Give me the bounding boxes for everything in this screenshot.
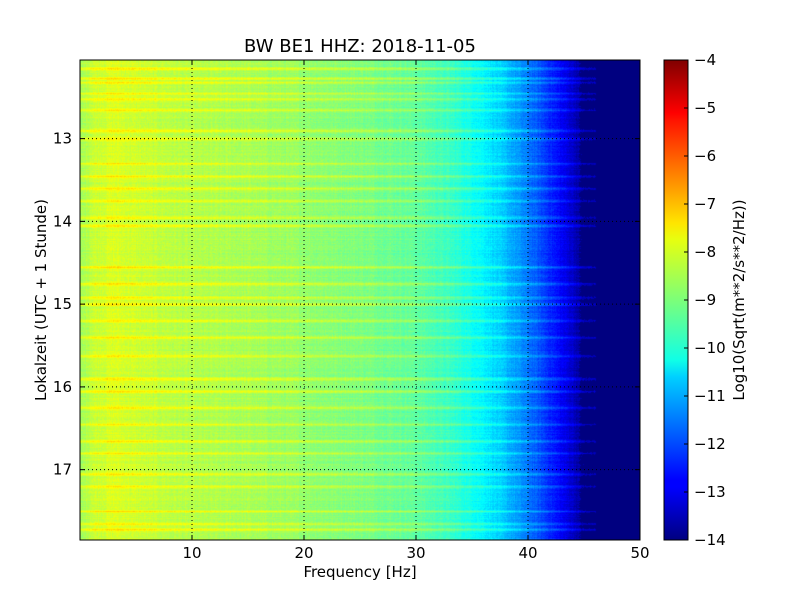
colorbar-tick-label: −11 bbox=[694, 387, 726, 405]
x-tick-label: 30 bbox=[406, 544, 425, 562]
spectrogram-image bbox=[80, 60, 640, 540]
colorbar-tick-label: −6 bbox=[694, 147, 716, 165]
y-tick-label: 13 bbox=[53, 130, 72, 148]
plot-frame bbox=[79, 59, 641, 541]
colorbar-ticks: −4 −5 −6 −7 −8 −9 −10 −11 −12 −13 −14 bbox=[684, 51, 726, 549]
colorbar-tick-label: −8 bbox=[694, 243, 716, 261]
y-tick-label: 16 bbox=[53, 378, 72, 396]
x-tick-label: 40 bbox=[518, 544, 537, 562]
chart-title: BW BE1 HHZ: 2018-11-05 bbox=[244, 36, 476, 57]
colorbar-tick-label: −9 bbox=[694, 291, 716, 309]
x-axis-label: Frequency [Hz] bbox=[303, 563, 416, 581]
colorbar-tick-label: −5 bbox=[694, 99, 716, 117]
x-axis: 10 20 30 40 50 bbox=[182, 60, 650, 562]
y-tick-label: 15 bbox=[53, 295, 72, 313]
colorbar: −4 −5 −6 −7 −8 −9 −10 −11 −12 −13 −14 bbox=[663, 51, 726, 549]
x-tick-label: 10 bbox=[182, 544, 201, 562]
y-tick-label: 14 bbox=[53, 212, 72, 230]
colorbar-tick-label: −10 bbox=[694, 339, 726, 357]
colorbar-tick-label: −12 bbox=[694, 435, 726, 453]
spectrogram-plot-area bbox=[79, 59, 641, 541]
grid-lines bbox=[80, 60, 640, 540]
colorbar-tick-label: −14 bbox=[694, 531, 726, 549]
y-axis: 13 14 15 16 17 bbox=[53, 130, 640, 479]
x-tick-label: 20 bbox=[294, 544, 313, 562]
y-axis-label: Lokalzeit (UTC + 1 Stunde) bbox=[32, 199, 50, 401]
x-tick-label: 50 bbox=[630, 544, 649, 562]
colorbar-tick-label: −7 bbox=[694, 195, 716, 213]
colorbar-tick-label: −4 bbox=[694, 51, 716, 69]
colorbar-label: Log10(Sqrt(m**2/s**2/Hz)) bbox=[730, 199, 748, 400]
colorbar-tick-label: −13 bbox=[694, 483, 726, 501]
y-tick-label: 17 bbox=[53, 461, 72, 479]
